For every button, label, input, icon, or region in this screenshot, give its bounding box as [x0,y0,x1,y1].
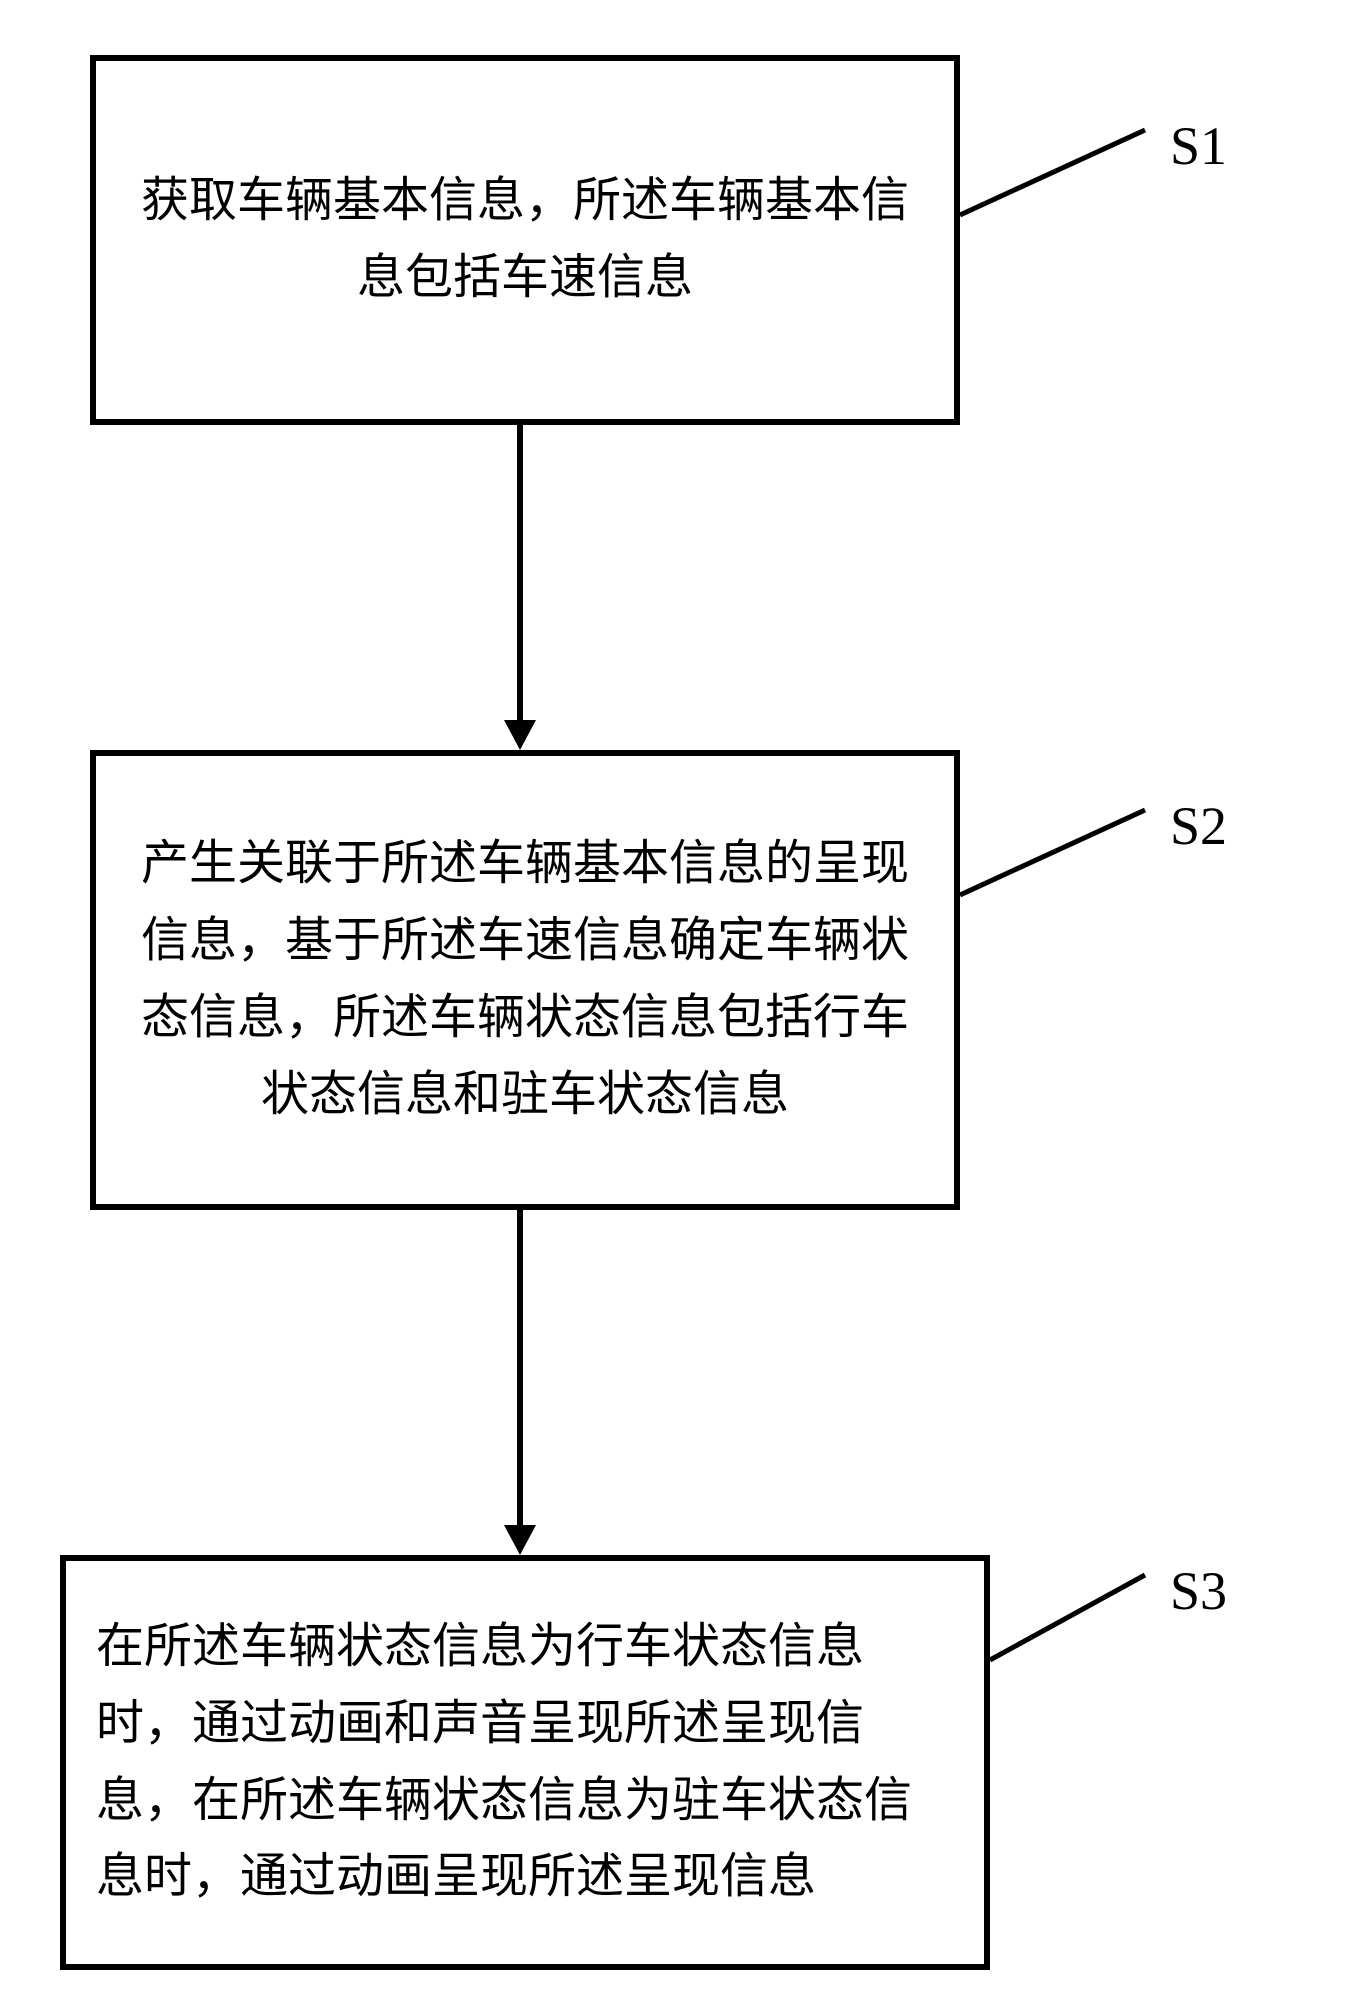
label-s3: S3 [1170,1560,1227,1622]
label-s2: S2 [1170,795,1227,857]
label-s1: S1 [1170,115,1227,177]
flowchart-canvas: 获取车辆基本信息，所述车辆基本信息包括车速信息 产生关联于所述车辆基本信息的呈现… [0,0,1346,1991]
leader-s3 [0,0,1346,1991]
